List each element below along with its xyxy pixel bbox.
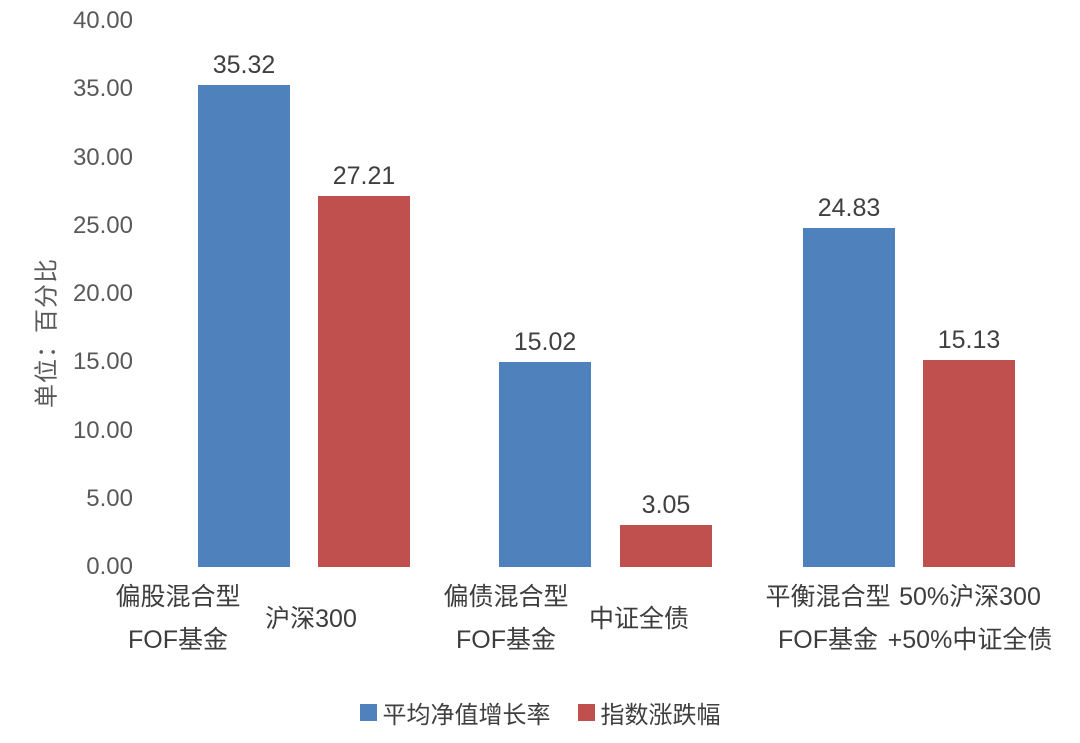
bar-avg-nav-growth (803, 228, 895, 567)
category-label-line: FOF基金 (455, 626, 556, 654)
category-label-line: 沪深300 (265, 605, 357, 633)
bar-value-label: 24.83 (817, 194, 881, 223)
category-label: 沪深300 (265, 598, 357, 641)
category-label-line: 偏股混合型 (115, 583, 241, 611)
y-tick-label: 35.00 (72, 75, 133, 103)
legend-swatch-icon (577, 704, 595, 721)
category-label: 偏债混合型 FOF基金 (443, 576, 568, 662)
bar-index-change (620, 525, 712, 567)
y-tick-label: 0.00 (86, 553, 133, 580)
category-label-line: 平衡混合型 (765, 583, 891, 611)
legend: 平均净值增长率 指数涨跌幅 (0, 695, 1080, 730)
y-tick-label: 15.00 (72, 348, 133, 376)
y-tick-label: 10.00 (72, 416, 133, 444)
category-label-line: 中证全债 (588, 605, 690, 633)
bar-index-change (923, 360, 1015, 567)
category-label-line: 偏债混合型 (443, 583, 569, 611)
bar-value-label: 35.32 (212, 50, 276, 79)
category-label: 50%沪深300 +50%中证全债 (888, 576, 1053, 662)
category-label: 中证全债 (589, 598, 689, 641)
bar-avg-nav-growth (499, 361, 591, 567)
bar-value-label: 15.02 (513, 327, 577, 356)
category-label: 偏股混合型 FOF基金 (115, 576, 240, 662)
category-label-line: 50%沪深300 (899, 583, 1041, 611)
category-label: 平衡混合型 FOF基金 (765, 576, 890, 662)
y-tick-label: 5.00 (86, 484, 133, 512)
category-label-line: +50%中证全债 (887, 626, 1053, 654)
y-tick-label: 40.00 (72, 7, 133, 34)
y-tick-label: 30.00 (72, 143, 133, 171)
y-tick-label: 20.00 (72, 280, 133, 307)
legend-label: 指数涨跌幅 (600, 702, 721, 729)
legend-item: 平均净值增长率 (359, 695, 551, 730)
category-label-line: FOF基金 (777, 626, 878, 654)
category-label-line: FOF基金 (127, 626, 228, 654)
bar-value-label: 27.21 (332, 161, 396, 190)
bar-value-label: 3.05 (641, 491, 691, 520)
legend-item: 指数涨跌幅 (577, 695, 721, 730)
legend-swatch-icon (359, 704, 377, 721)
legend-label: 平均净值增长率 (382, 702, 551, 729)
bar-index-change (318, 195, 410, 567)
bar-avg-nav-growth (198, 84, 290, 567)
bar-value-label: 15.13 (937, 326, 1001, 355)
y-tick-label: 25.00 (72, 211, 133, 239)
